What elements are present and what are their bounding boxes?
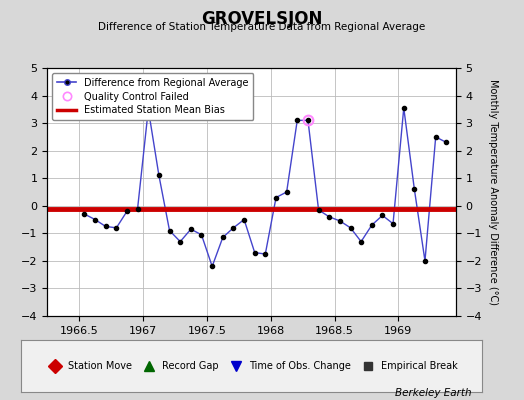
Text: Berkeley Earth: Berkeley Earth xyxy=(395,388,472,398)
Legend: Difference from Regional Average, Quality Control Failed, Estimated Station Mean: Difference from Regional Average, Qualit… xyxy=(52,73,254,120)
Y-axis label: Monthly Temperature Anomaly Difference (°C): Monthly Temperature Anomaly Difference (… xyxy=(488,79,498,305)
Legend: Station Move, Record Gap, Time of Obs. Change, Empirical Break: Station Move, Record Gap, Time of Obs. C… xyxy=(41,357,462,375)
Text: Difference of Station Temperature Data from Regional Average: Difference of Station Temperature Data f… xyxy=(99,22,425,32)
Text: GROVELSJON: GROVELSJON xyxy=(201,10,323,28)
